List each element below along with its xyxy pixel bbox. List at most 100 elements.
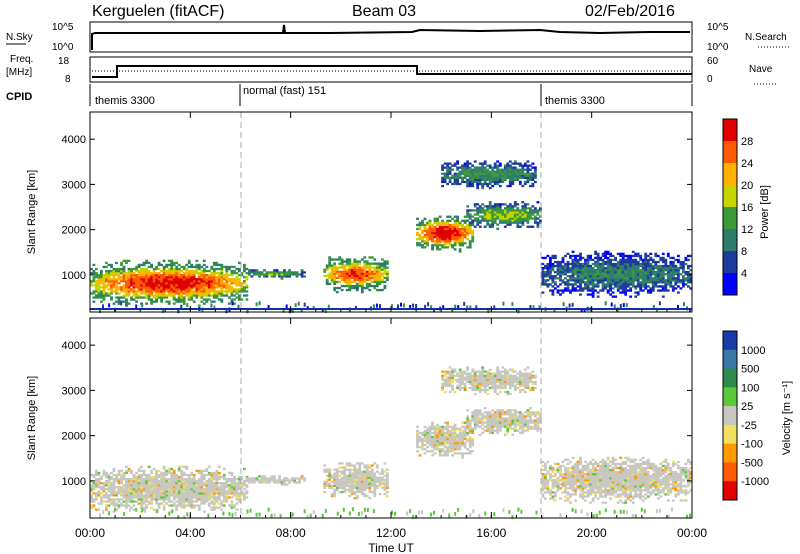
- echo-cell: [132, 508, 136, 511]
- echo-cell: [225, 492, 229, 495]
- echo-cell: [529, 178, 532, 181]
- echo-cell: [468, 178, 472, 181]
- echo-cell: [333, 280, 337, 284]
- echo-cell: [120, 480, 123, 483]
- echo-cell: [132, 298, 136, 301]
- nave-tick-bottom: 0: [707, 74, 713, 85]
- echo-cell: [125, 282, 128, 285]
- echo-cell: [212, 282, 216, 285]
- echo-cell: [503, 423, 507, 426]
- echo-cell: [456, 452, 459, 455]
- echo-cell: [569, 254, 572, 258]
- echo-cell: [220, 280, 224, 283]
- echo-cell: [345, 468, 349, 471]
- echo-cell: [110, 471, 113, 475]
- echo-cell: [165, 278, 169, 281]
- echo-cell: [426, 442, 429, 445]
- echo-cell: [165, 494, 169, 497]
- echo-cell: [571, 262, 575, 266]
- echo-cell: [180, 276, 184, 279]
- echo-cell: [112, 473, 116, 477]
- echo-cell: [330, 476, 334, 479]
- echo-cell: [132, 282, 136, 285]
- echo-cell: [210, 290, 214, 293]
- echo-cell: [682, 285, 685, 288]
- echo-cell: [576, 267, 580, 270]
- echo-cell: [105, 473, 108, 477]
- echo-cell: [687, 267, 690, 270]
- echo-cell: [353, 474, 357, 477]
- echo-cell: [516, 429, 520, 432]
- echo-cell: [606, 279, 610, 282]
- echo-cell: [451, 431, 454, 435]
- echo-cell: [360, 268, 364, 271]
- echo-cell: [423, 225, 427, 229]
- echo-cell: [167, 282, 171, 285]
- echo-cell: [110, 488, 113, 491]
- echo-cell: [438, 248, 442, 251]
- echo-cell: [130, 267, 133, 271]
- echo-cell: [669, 262, 673, 266]
- echo-cell: [666, 264, 670, 268]
- echo-cell: [132, 274, 136, 277]
- echo-cell: [165, 478, 169, 481]
- echo-cell: [165, 492, 169, 495]
- echo-cell: [142, 276, 146, 279]
- echo-cell: [634, 279, 638, 282]
- echo-cell: [682, 260, 685, 264]
- echo-cell: [468, 170, 472, 173]
- echo-cell: [488, 419, 492, 422]
- clutter-cell: [324, 309, 327, 313]
- echo-cell: [122, 488, 126, 491]
- echo-cell: [466, 184, 469, 188]
- echo-cell: [446, 435, 449, 439]
- echo-cell: [594, 273, 597, 276]
- echo-cell: [659, 256, 663, 260]
- echo-cell: [217, 494, 221, 497]
- echo-cell: [162, 482, 166, 485]
- echo-cell: [534, 207, 537, 210]
- echo-cell: [511, 423, 515, 426]
- echo-cell: [621, 281, 625, 284]
- echo-cell: [513, 201, 517, 204]
- echo-cell: [536, 221, 540, 224]
- echo-cell: [626, 262, 630, 266]
- echo-cell: [278, 271, 281, 274]
- echo-cell: [559, 269, 562, 272]
- echo-cell: [105, 286, 108, 289]
- echo-cell: [426, 431, 429, 435]
- echo-cell: [180, 280, 184, 283]
- echo-cell: [471, 219, 475, 222]
- echo-cell: [488, 178, 492, 181]
- echo-cell: [358, 282, 362, 286]
- echo-cell: [609, 287, 612, 290]
- echo-cell: [177, 492, 181, 495]
- echo-cell: [498, 209, 502, 212]
- echo-cell: [498, 429, 502, 432]
- echo-cell: [150, 280, 153, 283]
- echo-cell: [122, 286, 126, 289]
- power-colorbar-swatch: [723, 251, 737, 274]
- echo-cell: [240, 482, 244, 485]
- echo-cell: [375, 268, 379, 271]
- echo-cell: [481, 162, 485, 165]
- echo-cell: [343, 480, 347, 483]
- echo-cell: [207, 276, 211, 279]
- echo-cell: [348, 268, 352, 271]
- echo-cell: [619, 260, 623, 264]
- clutter-cell: [294, 303, 297, 308]
- echo-cell: [483, 180, 487, 184]
- echo-cell: [375, 484, 379, 487]
- echo-cell: [340, 476, 344, 479]
- echo-cell: [471, 439, 475, 443]
- echo-cell: [175, 269, 179, 273]
- echo-cell: [446, 448, 449, 451]
- echo-cell: [132, 294, 136, 297]
- echo-cell: [167, 488, 171, 491]
- echo-cell: [451, 174, 454, 177]
- echo-cell: [107, 272, 111, 275]
- echo-cell: [228, 288, 231, 291]
- echo-cell: [210, 494, 214, 497]
- echo-cell: [674, 269, 678, 272]
- echo-cell: [238, 278, 241, 281]
